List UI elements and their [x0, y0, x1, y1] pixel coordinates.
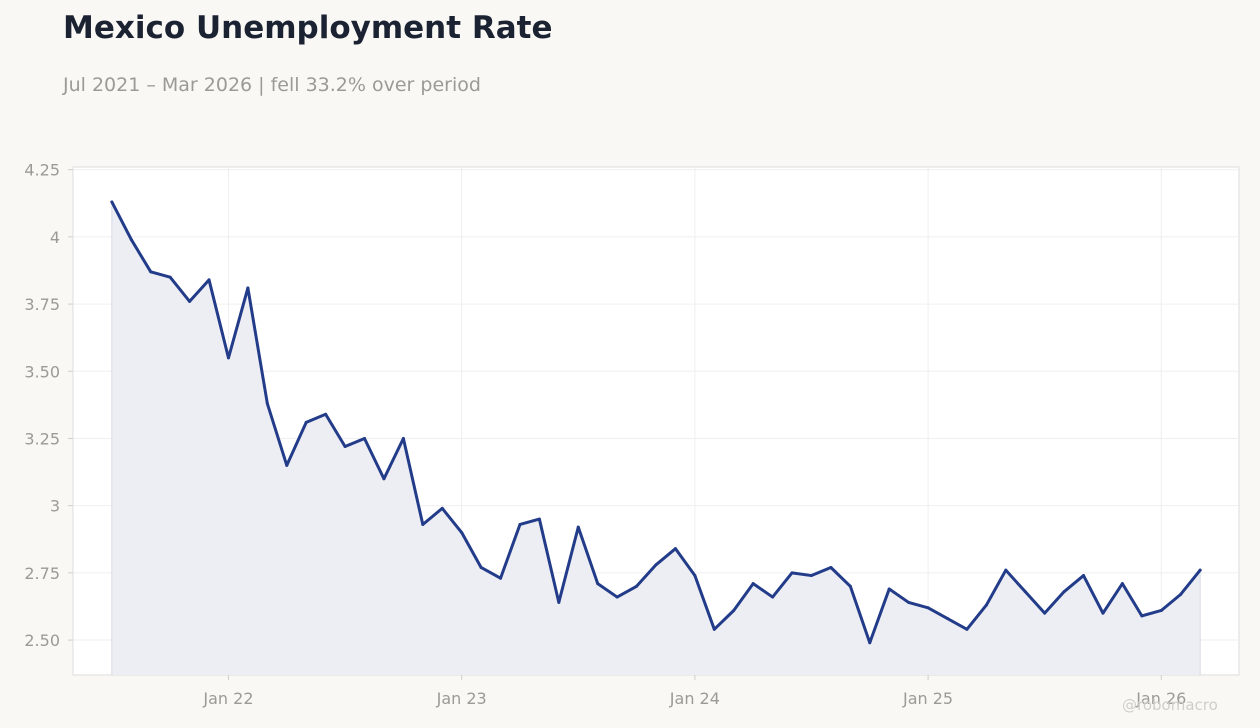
data-point	[285, 463, 289, 467]
data-point	[848, 584, 852, 588]
y-tick-label: 2.50	[24, 631, 60, 650]
data-point	[265, 402, 269, 406]
data-point	[751, 582, 755, 586]
data-point	[1082, 574, 1086, 578]
area-fill	[111, 201, 1201, 675]
x-tick-label: Jan 22	[202, 689, 253, 708]
data-point	[887, 587, 891, 591]
x-tick-label: Jan 24	[669, 689, 720, 708]
data-point	[965, 627, 969, 631]
x-tick-label: Jan 26	[1135, 689, 1186, 708]
data-point	[907, 600, 911, 604]
data-point	[926, 606, 930, 610]
data-point	[246, 286, 250, 290]
watermark: @robomacro	[1122, 696, 1218, 714]
data-point	[790, 571, 794, 575]
data-point	[1062, 590, 1066, 594]
data-point	[460, 531, 464, 535]
data-point	[1023, 590, 1027, 594]
x-axis: Jan 22 Jan 23 Jan 24 Jan 25 Jan 26	[202, 675, 1186, 708]
data-point	[654, 563, 658, 567]
data-point	[829, 565, 833, 569]
y-tick-label: 3.50	[24, 362, 60, 381]
data-point	[1198, 568, 1202, 572]
data-point	[576, 525, 580, 529]
data-point	[712, 627, 716, 631]
y-tick-label: 3	[50, 497, 60, 516]
data-point	[421, 522, 425, 526]
data-point	[868, 641, 872, 645]
data-point	[324, 412, 328, 416]
data-point	[946, 617, 949, 621]
data-point	[518, 522, 522, 526]
y-tick-label: 2.75	[24, 564, 60, 583]
y-tick-label: 4.25	[24, 161, 60, 180]
data-point	[809, 574, 813, 578]
data-point	[596, 582, 600, 586]
data-point	[984, 603, 988, 607]
data-point	[1159, 608, 1163, 612]
data-point	[129, 238, 133, 242]
data-point	[499, 576, 503, 580]
data-point	[1140, 614, 1144, 618]
data-point	[693, 574, 697, 578]
data-point	[440, 506, 444, 510]
data-point	[304, 420, 308, 424]
data-points	[110, 200, 1202, 645]
y-tick-label: 4	[50, 228, 60, 247]
data-point	[110, 200, 114, 204]
data-point	[168, 275, 172, 279]
y-tick-label: 3.25	[24, 429, 60, 448]
data-point	[732, 608, 736, 612]
data-point	[401, 436, 405, 440]
data-point	[537, 517, 541, 521]
x-tick-label: Jan 23	[436, 689, 487, 708]
data-point	[1004, 568, 1008, 572]
data-point	[635, 584, 639, 588]
data-point	[673, 547, 677, 551]
data-point	[363, 436, 366, 440]
data-point	[1179, 592, 1183, 596]
x-tick-label: Jan 25	[902, 689, 953, 708]
data-point	[1043, 611, 1047, 615]
data-point	[382, 477, 386, 481]
chart-title: Mexico Unemployment Rate	[63, 10, 553, 46]
y-tick-label: 3.75	[24, 295, 60, 314]
data-point	[615, 595, 619, 599]
data-point	[1101, 611, 1105, 615]
data-point	[557, 600, 561, 604]
data-point	[226, 356, 230, 360]
chart-subtitle: Jul 2021 – Mar 2026 | fell 33.2% over pe…	[63, 74, 481, 96]
data-point	[343, 445, 347, 449]
data-point	[207, 278, 211, 282]
data-point	[479, 565, 483, 569]
data-point	[188, 299, 192, 303]
data-point	[1120, 582, 1124, 586]
data-point	[149, 270, 153, 274]
y-axis: 2.50 2.75 3 3.25 3.50 3.75 4 4.25	[24, 161, 73, 650]
data-point	[771, 595, 775, 599]
